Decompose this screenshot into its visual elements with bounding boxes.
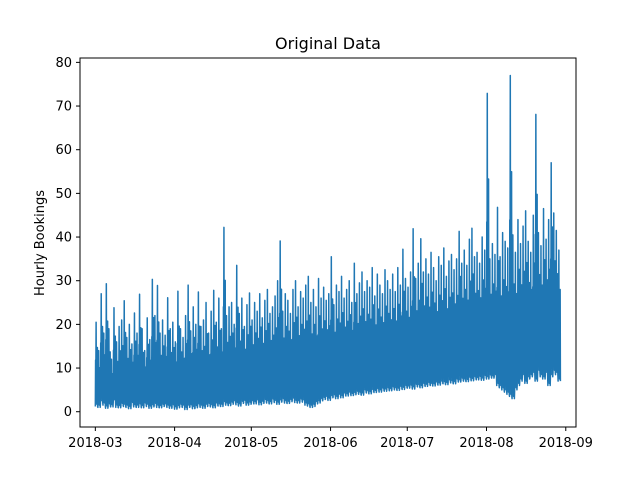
x-tick-label: 2018-04 bbox=[147, 436, 201, 451]
x-tick-label: 2018-07 bbox=[380, 436, 434, 451]
y-tick-label: 20 bbox=[55, 318, 72, 333]
y-tick-label: 70 bbox=[55, 100, 72, 115]
x-axis: 2018-03 2018-04 2018-05 2018-06 2018-07 2018-… bbox=[68, 427, 593, 451]
y-tick-label: 80 bbox=[55, 56, 72, 71]
y-tick-label: 0 bbox=[64, 405, 72, 420]
x-tick-label: 2018-03 bbox=[68, 436, 122, 451]
x-tick-label: 2018-05 bbox=[224, 436, 278, 451]
y-tick-label: 10 bbox=[55, 362, 72, 377]
y-tick-label: 50 bbox=[55, 187, 72, 202]
y-tick-label: 30 bbox=[55, 274, 72, 289]
y-axis-label: Hourly Bookings bbox=[33, 190, 48, 296]
x-tick-label: 2018-08 bbox=[459, 436, 513, 451]
axes-frame bbox=[79, 57, 577, 428]
y-tick-label: 60 bbox=[55, 143, 72, 158]
y-axis: 0 10 20 30 40 50 60 70 80 bbox=[55, 56, 80, 420]
plot-area bbox=[94, 74, 562, 411]
chart-title: Original Data bbox=[275, 34, 381, 53]
y-tick-label: 40 bbox=[55, 231, 72, 246]
x-tick-label: 2018-06 bbox=[303, 436, 357, 451]
x-tick-label: 2018-09 bbox=[539, 436, 593, 451]
series-line bbox=[94, 74, 562, 411]
